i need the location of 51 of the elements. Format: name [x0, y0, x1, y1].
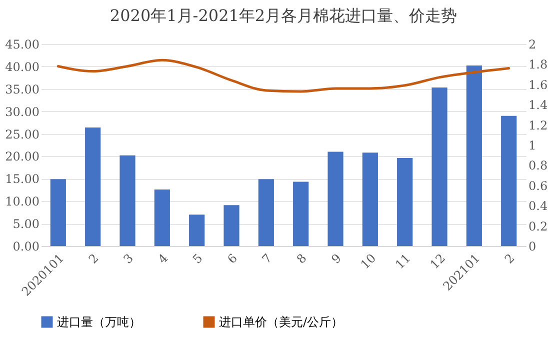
y-tick-label: 15.00 — [5, 172, 40, 186]
y-tick-label: 30.00 — [5, 104, 40, 119]
x-tick-label: 5 — [190, 251, 206, 266]
x-tick-label: 3 — [120, 251, 136, 266]
x-tick-label: 4 — [155, 250, 171, 266]
bar — [432, 88, 448, 246]
y-tick-label: 5.00 — [12, 217, 40, 232]
y2-tick-label: 1.8 — [528, 58, 548, 72]
x-tick-label: 8 — [294, 251, 310, 266]
x-tick-label: 2 — [86, 251, 102, 266]
y2-tick-label: 0 — [528, 240, 536, 254]
x-tick-label: 9 — [328, 251, 344, 266]
y2-tick-label: 1 — [528, 138, 536, 152]
y-tick-label: 10.00 — [5, 194, 40, 209]
bar — [120, 155, 136, 246]
bar — [224, 205, 240, 246]
y-tick-label: 35.00 — [5, 82, 40, 96]
y-tick-label: 20.00 — [5, 150, 40, 164]
bar — [501, 116, 517, 246]
legend-label: 进口单价（美元/公斤） — [219, 315, 344, 329]
bar — [293, 182, 309, 246]
chart-title: 2020年1月-2021年2月各月棉花进口量、价走势 — [110, 6, 458, 25]
bar — [328, 152, 344, 246]
y2-tick-label: 1.2 — [528, 118, 548, 132]
x-tick-label: 6 — [224, 251, 240, 266]
y2-tick-label: 1.6 — [528, 78, 548, 92]
y-tick-label: 0.00 — [12, 240, 40, 254]
legend-label: 进口量（万吨） — [57, 315, 141, 329]
x-tick-label: 11 — [392, 251, 414, 272]
y2-tick-label: 0.2 — [528, 219, 548, 234]
y2-tick-label: 1.4 — [528, 98, 548, 112]
bar — [362, 152, 378, 246]
y2-tick-label: 0.8 — [528, 158, 548, 173]
line-series — [56, 58, 510, 93]
y-tick-label: 40.00 — [5, 60, 40, 74]
y2-tick-label: 0.4 — [528, 199, 548, 214]
y-tick-label: 25.00 — [5, 127, 40, 142]
x-tick-label: 7 — [259, 251, 275, 266]
bar — [258, 179, 274, 246]
y2-tick-label: 2 — [528, 38, 536, 52]
bar — [85, 127, 101, 246]
x-tick-label: 10 — [358, 251, 379, 272]
x-tick-label: 12 — [427, 251, 448, 272]
y2-tick-label: 0.6 — [528, 178, 548, 193]
bar — [50, 179, 66, 246]
bar — [154, 189, 170, 246]
x-tick-label: 2 — [502, 251, 518, 266]
bar — [397, 158, 413, 246]
bar — [189, 214, 205, 246]
bar — [466, 66, 482, 246]
y-tick-label: 45.00 — [5, 38, 40, 52]
